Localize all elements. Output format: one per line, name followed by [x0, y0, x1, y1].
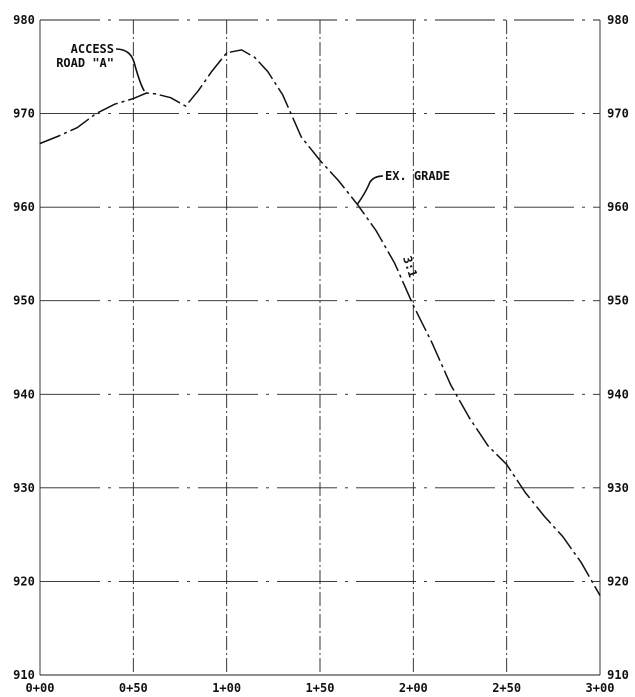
y-tick-label-right: 920 [607, 574, 629, 588]
grade-point [76, 127, 78, 129]
grade-point [450, 384, 452, 386]
grade-point [487, 445, 489, 447]
y-tick-label-right: 980 [607, 13, 629, 27]
grade-point [300, 136, 302, 138]
grade-point [506, 463, 508, 466]
chart-marks [39, 49, 601, 597]
grade-point [58, 135, 60, 137]
x-tick-label: 0+00 [26, 681, 55, 695]
y-tick-label-left: 950 [13, 294, 35, 308]
grade-point [580, 562, 582, 564]
access-road-label: ACCESS [71, 42, 114, 56]
grade-point [319, 159, 321, 161]
grade-point [198, 89, 200, 91]
slope-label: 3:1 [400, 254, 420, 279]
grade-point [338, 180, 340, 182]
grade-point [599, 594, 601, 597]
y-tick-label-left: 960 [13, 200, 35, 214]
x-tick-label: 1+50 [306, 681, 335, 695]
grade-point [170, 97, 172, 99]
existing-grade-line [39, 49, 601, 596]
y-tick-label-left: 910 [13, 668, 35, 682]
grade-point [226, 52, 228, 54]
y-tick-label-right: 960 [607, 200, 629, 214]
x-tick-label: 2+00 [399, 681, 428, 695]
y-tick-label-right: 970 [607, 107, 629, 121]
x-tick-label: 1+00 [212, 681, 241, 695]
x-tick-label: 3+00 [586, 681, 615, 695]
grade-point [562, 535, 564, 538]
x-tick-label: 0+50 [119, 681, 148, 695]
grade-point [375, 229, 377, 232]
y-tick-label-right: 940 [607, 387, 629, 401]
y-tick-label-left: 970 [13, 107, 35, 121]
grade-point [468, 417, 470, 419]
grade-point [394, 262, 396, 264]
y-tick-label-right: 910 [607, 668, 629, 682]
grade-point [254, 56, 256, 59]
grade-point [95, 112, 97, 115]
grade-point [524, 491, 526, 494]
grade-point [39, 142, 41, 145]
ex-grade-leader [356, 175, 384, 205]
grade-point [241, 49, 243, 51]
ex-grade-label: EX. GRADE [385, 169, 450, 183]
grade-point [132, 98, 134, 100]
grade-point [431, 342, 433, 344]
access-road-label: ROAD "A" [56, 56, 114, 70]
y-tick-label-left: 940 [13, 387, 35, 401]
access-road-leader [115, 48, 145, 92]
y-tick-label-left: 930 [13, 481, 35, 495]
grade-point [282, 94, 284, 96]
x-tick-label: 2+50 [492, 681, 521, 695]
grade-point [145, 92, 147, 94]
grade-point [211, 70, 213, 73]
y-tick-label-right: 950 [607, 294, 629, 308]
grade-point [267, 70, 269, 73]
y-tick-label-left: 980 [13, 13, 35, 27]
grade-point [185, 105, 187, 107]
grade-point [543, 515, 545, 517]
grade-point [412, 304, 414, 306]
grade-point [114, 103, 116, 105]
y-tick-label-right: 930 [607, 481, 629, 495]
chart-grid [39, 19, 601, 676]
y-tick-label-left: 920 [13, 574, 35, 588]
grade-point [155, 93, 157, 95]
